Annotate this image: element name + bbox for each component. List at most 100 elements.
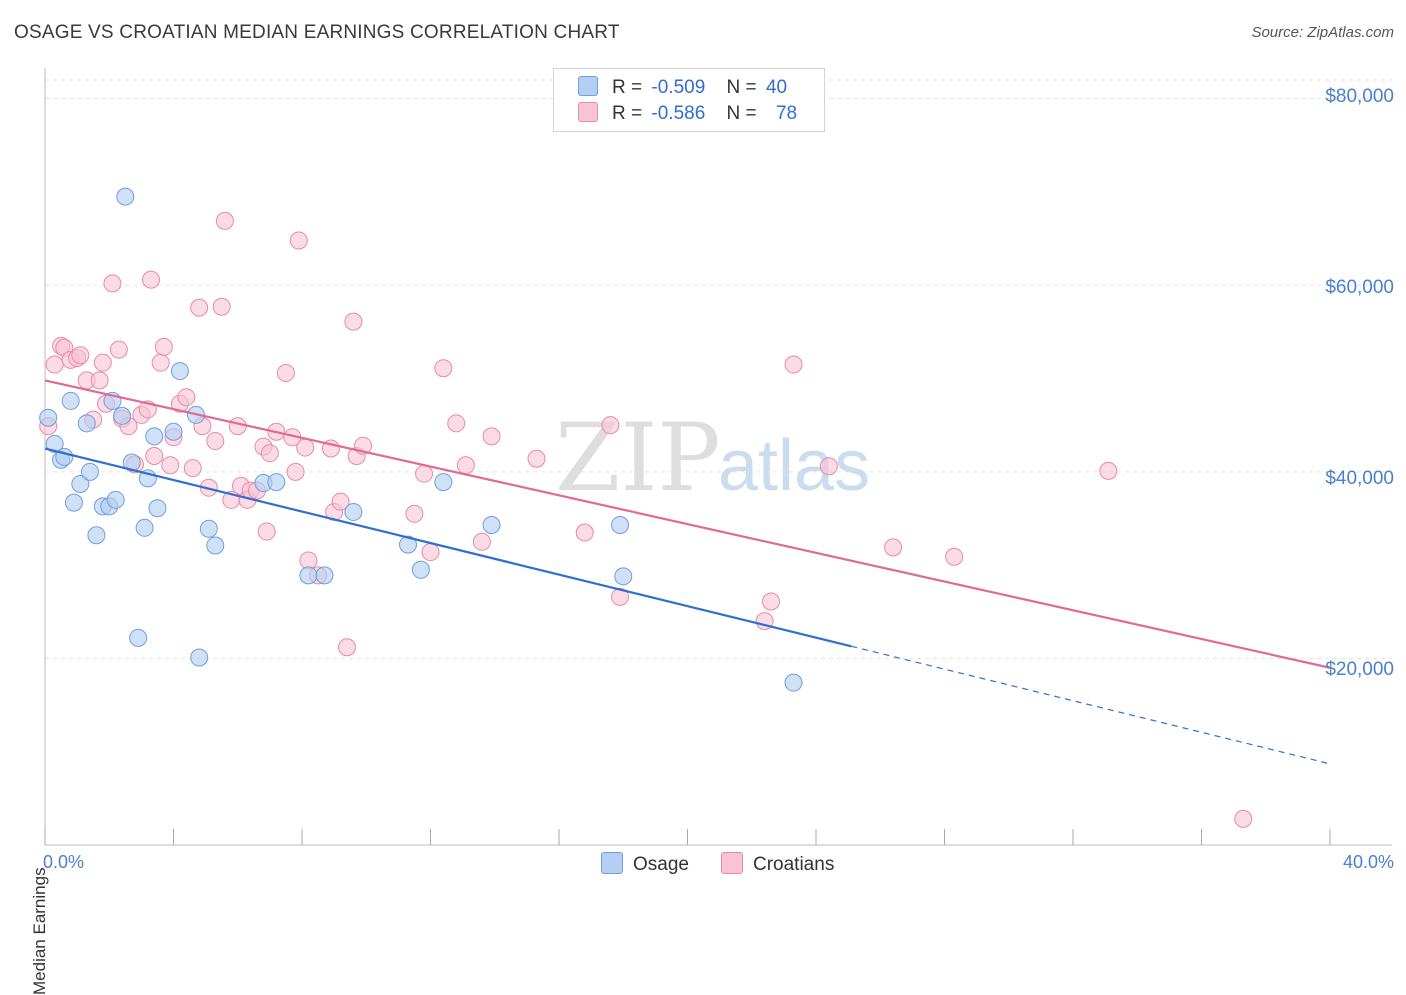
- osage-point: [129, 628, 148, 647]
- osage-point: [190, 648, 209, 667]
- legend-n-label: N =: [726, 103, 757, 124]
- watermark-atlas: atlas: [718, 426, 870, 506]
- croatians-point: [434, 359, 453, 378]
- scatter-plot: ZIP atlas: [39, 68, 1392, 846]
- osage-point: [434, 473, 453, 492]
- croatians-point: [296, 438, 315, 457]
- croatians-point: [190, 298, 209, 317]
- croatians-point: [575, 523, 594, 542]
- osage-point: [611, 516, 630, 535]
- croatians-point: [611, 587, 630, 606]
- osage-trend-line: [44, 447, 852, 648]
- axes: [44, 68, 1392, 846]
- croatians-point: [71, 346, 90, 365]
- osage-point: [39, 408, 58, 427]
- croatians-point: [276, 363, 295, 382]
- osage-swatch: [578, 76, 598, 96]
- y-tick-label: $80,000: [1325, 86, 1394, 107]
- osage-point: [64, 493, 83, 512]
- correlation-legend: R = -0.509 N = 40 R = -0.586 N = 78: [553, 68, 825, 132]
- croatians-point: [415, 464, 434, 483]
- croatians-point: [762, 592, 781, 611]
- chart-title: OSAGE VS CROATIAN MEDIAN EARNINGS CORREL…: [14, 22, 620, 43]
- y-tick-label: $40,000: [1325, 468, 1394, 489]
- osage-point: [116, 187, 135, 206]
- osage-point: [77, 414, 96, 433]
- source-credit: Source: ZipAtlas.com: [1251, 24, 1394, 41]
- croatians-point: [212, 297, 231, 316]
- osage-point: [106, 490, 125, 509]
- croatians-point: [206, 432, 225, 451]
- osage-swatch: [601, 852, 623, 874]
- osage-point: [614, 567, 633, 586]
- bottom-legend-label: Osage: [633, 854, 689, 875]
- osage-point: [170, 362, 189, 381]
- legend-r-value: -0.586: [651, 103, 706, 124]
- osage-trend-extension: [851, 645, 1331, 765]
- croatians-point: [142, 270, 161, 289]
- osage-point: [344, 502, 363, 521]
- croatians-point: [103, 274, 122, 293]
- trend-lines: [44, 379, 1331, 765]
- legend-n-label: N =: [726, 77, 757, 98]
- croatians-point: [344, 312, 363, 331]
- osage-point: [399, 535, 418, 554]
- x-tick-label: 40.0%: [1342, 852, 1394, 872]
- osage-point: [122, 453, 141, 472]
- gridlines: [45, 79, 1392, 659]
- croatians-point: [945, 547, 964, 566]
- croatians-point: [109, 340, 128, 359]
- bottom-legend-osage[interactable]: Osage: [601, 852, 689, 876]
- legend-n-value: 78: [775, 103, 798, 124]
- croatians-swatch: [578, 102, 598, 122]
- croatians-point: [1234, 809, 1253, 828]
- osage-point: [45, 434, 64, 453]
- croatians-point: [45, 355, 64, 374]
- watermark-zip: ZIP: [555, 404, 721, 513]
- y-tick-label: $60,000: [1325, 277, 1394, 298]
- croatians-point: [257, 522, 276, 541]
- croatians-point: [260, 444, 279, 463]
- legend-r-label: R =: [612, 103, 643, 124]
- osage-point: [145, 427, 164, 446]
- osage-point: [61, 391, 80, 410]
- osage-point: [267, 473, 286, 492]
- y-tick-label: $20,000: [1325, 659, 1394, 680]
- osage-point: [299, 566, 318, 585]
- x-tick-label: 0.0%: [43, 852, 85, 872]
- legend-row-osage: R = -0.509 N = 40: [578, 76, 787, 102]
- legend-n-value: 40: [765, 77, 788, 98]
- osage-point: [87, 526, 106, 545]
- osage-point: [164, 422, 183, 441]
- osage-point: [315, 566, 334, 585]
- croatians-point: [286, 462, 305, 481]
- croatians-point: [151, 353, 170, 372]
- croatians-point: [472, 532, 491, 551]
- osage-point: [71, 474, 90, 493]
- croatians-point: [177, 388, 196, 407]
- croatians-point: [154, 337, 173, 356]
- croatians-point: [784, 355, 803, 374]
- croatians-point: [1099, 461, 1118, 480]
- croatians-points: [39, 211, 1253, 828]
- osage-point: [135, 518, 154, 537]
- croatians-point: [447, 414, 466, 433]
- osage-point: [199, 519, 218, 538]
- legend-row-croatians: R = -0.586 N = 78: [578, 102, 797, 128]
- osage-point: [148, 499, 167, 518]
- osage-point: [80, 462, 99, 481]
- osage-point: [113, 406, 132, 425]
- croatians-point: [228, 417, 247, 436]
- croatians-point: [331, 492, 350, 511]
- croatians-point: [161, 456, 180, 475]
- croatians-point: [183, 459, 202, 478]
- croatians-point: [884, 538, 903, 557]
- croatians-point: [601, 416, 620, 435]
- osage-point: [482, 516, 501, 535]
- osage-point: [784, 673, 803, 692]
- croatians-point: [215, 211, 234, 230]
- croatians-point: [337, 638, 356, 657]
- osage-point: [411, 560, 430, 579]
- legend-r-value: -0.509: [651, 77, 706, 98]
- bottom-legend-croatians[interactable]: Croatians: [721, 852, 834, 876]
